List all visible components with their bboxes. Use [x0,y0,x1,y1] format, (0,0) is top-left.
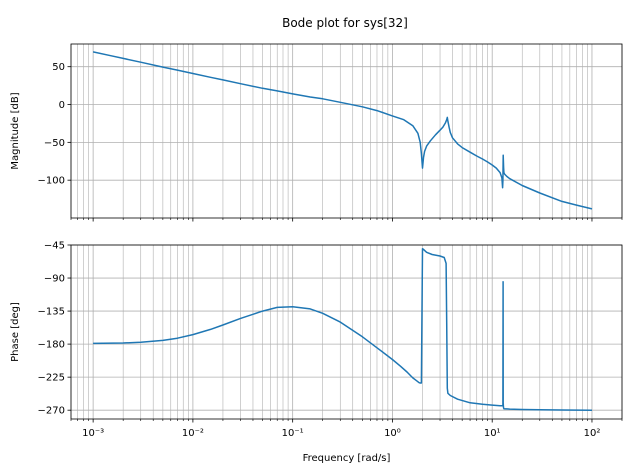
y-tick-label: 50 [52,62,65,73]
phase-axes: −45 −90 −135 −180 −225 −270 10⁻³ 10⁻² 10⁻¹ 10⁰ 10¹… [10,241,623,464]
series-line [92,51,593,210]
phase-grid [70,244,623,419]
y-tick-label: −225 [38,373,65,384]
phase-xlabel: Frequency [rad/s] [303,453,391,464]
y-tick-label: −50 [44,138,65,149]
magnitude-axes: 50 0 −50 −100 Magnitude [dB] [10,43,623,222]
x-tick-label: 10⁻¹ [282,428,304,439]
y-tick-label: −100 [38,176,65,187]
x-tick-label: 10⁰ [384,428,401,439]
x-tick-label: 10⁻² [182,428,204,439]
y-tick-label: −90 [44,274,65,285]
series-line [93,247,593,411]
magnitude-grid [70,44,623,218]
y-tick-label: 0 [59,100,65,111]
phase-ylabel: Phase [deg] [10,302,21,362]
x-tick-label: 10¹ [484,428,501,439]
phase-ticks: −45 −90 −135 −180 −225 −270 10⁻³ 10⁻² 10⁻¹ 10⁰ 10¹… [38,241,623,439]
phase-series [93,247,593,411]
y-tick-label: −270 [38,406,65,417]
y-tick-label: −45 [44,241,65,252]
x-tick-label: 10⁻³ [82,428,104,439]
magnitude-series [92,51,593,210]
phase-frame [70,244,623,420]
x-tick-label: 10² [584,428,601,439]
magnitude-ticks: 50 0 −50 −100 [38,62,623,222]
chart-title: Bode plot for sys[32] [282,16,408,30]
magnitude-frame [70,43,623,219]
magnitude-ylabel: Magnitude [dB] [10,92,21,169]
y-tick-label: −180 [38,340,65,351]
y-tick-label: −135 [38,307,65,318]
